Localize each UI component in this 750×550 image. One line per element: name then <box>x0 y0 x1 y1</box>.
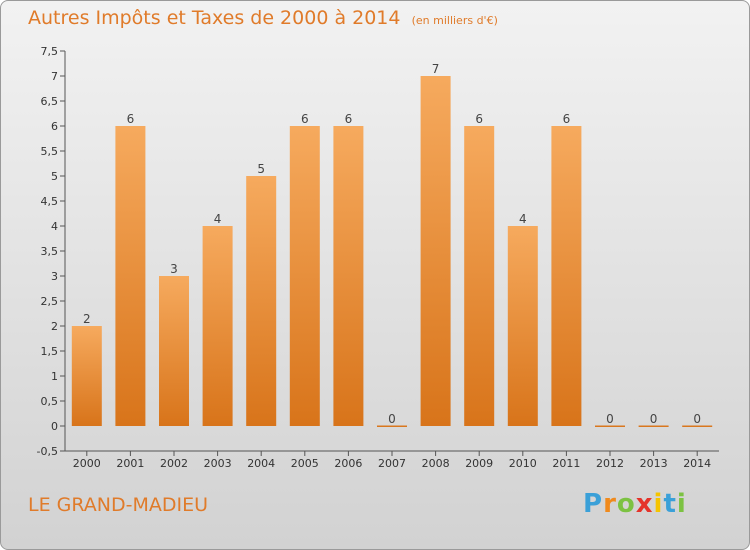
y-tick-label: 6,5 <box>41 95 59 108</box>
x-tick-label: 2000 <box>73 457 101 470</box>
bar <box>71 326 102 426</box>
data-label: 6 <box>475 112 483 126</box>
x-tick-label: 2014 <box>683 457 711 470</box>
x-tick-label: 2009 <box>465 457 493 470</box>
chart-subtitle: (en milliers d'€) <box>411 14 498 27</box>
x-tick-label: 2003 <box>204 457 232 470</box>
y-tick-label: 5 <box>51 170 58 183</box>
data-label: 0 <box>650 412 658 426</box>
x-tick-label: 2005 <box>291 457 319 470</box>
y-tick-label: 0 <box>51 420 58 433</box>
y-tick-label: 2 <box>51 320 58 333</box>
y-tick-label: 5,5 <box>41 145 59 158</box>
data-label: 0 <box>693 412 701 426</box>
bar <box>333 126 364 426</box>
logo-letter: o <box>616 489 636 519</box>
data-label: 4 <box>519 212 527 226</box>
bar <box>638 425 669 427</box>
data-label: 6 <box>127 112 135 126</box>
y-tick-label: 4,5 <box>41 195 59 208</box>
chart-title: Autres Impôts et Taxes de 2000 à 2014 <box>28 7 401 29</box>
x-tick-label: 2011 <box>552 457 580 470</box>
data-label: 4 <box>214 212 222 226</box>
proxiti-logo[interactable]: Proxiti <box>583 489 687 519</box>
logo-letter: t <box>663 489 677 519</box>
data-label: 5 <box>257 162 265 176</box>
y-tick-label: 3 <box>51 270 58 283</box>
x-tick-label: 2008 <box>422 457 450 470</box>
y-tick-label: 3,5 <box>41 245 59 258</box>
bar <box>551 126 582 426</box>
bar <box>464 126 495 426</box>
y-tick-label: 0,5 <box>41 395 59 408</box>
y-tick-label: 7,5 <box>41 45 59 58</box>
bar <box>420 76 451 426</box>
data-label: 2 <box>83 312 91 326</box>
x-tick-label: 2012 <box>596 457 624 470</box>
bar <box>115 126 146 426</box>
y-tick-label: 4 <box>51 220 58 233</box>
title-row: Autres Impôts et Taxes de 2000 à 2014 (e… <box>28 7 498 29</box>
x-tick-label: 2002 <box>160 457 188 470</box>
data-label: 6 <box>301 112 309 126</box>
data-label: 7 <box>432 62 440 76</box>
logo-letter: x <box>635 489 654 519</box>
logo-letter: P <box>583 489 604 519</box>
y-tick-label: 1 <box>51 370 58 383</box>
x-tick-label: 2010 <box>509 457 537 470</box>
bar <box>595 425 625 427</box>
bar <box>246 176 277 426</box>
data-label: 3 <box>170 262 178 276</box>
y-tick-label: 7 <box>51 70 58 83</box>
bar <box>159 276 189 426</box>
bar <box>682 425 713 427</box>
bar <box>507 226 538 426</box>
data-label: 0 <box>606 412 614 426</box>
x-tick-label: 2001 <box>116 457 144 470</box>
commune-name: LE GRAND-MADIEU <box>28 494 209 516</box>
x-tick-label: 2004 <box>247 457 275 470</box>
bar <box>289 126 320 426</box>
logo-letter: i <box>676 489 687 519</box>
logo-letter: r <box>603 489 617 519</box>
bar <box>377 425 407 427</box>
x-tick-label: 2007 <box>378 457 406 470</box>
logo-letter: i <box>653 489 664 519</box>
y-tick-label: 2,5 <box>41 295 59 308</box>
data-label: 6 <box>563 112 571 126</box>
x-tick-label: 2006 <box>334 457 362 470</box>
y-tick-label: 6 <box>51 120 58 133</box>
data-label: 6 <box>345 112 353 126</box>
y-tick-label: -0,5 <box>37 445 58 458</box>
y-tick-label: 1,5 <box>41 345 59 358</box>
data-label: 0 <box>388 412 396 426</box>
x-tick-label: 2013 <box>640 457 668 470</box>
bar <box>202 226 233 426</box>
